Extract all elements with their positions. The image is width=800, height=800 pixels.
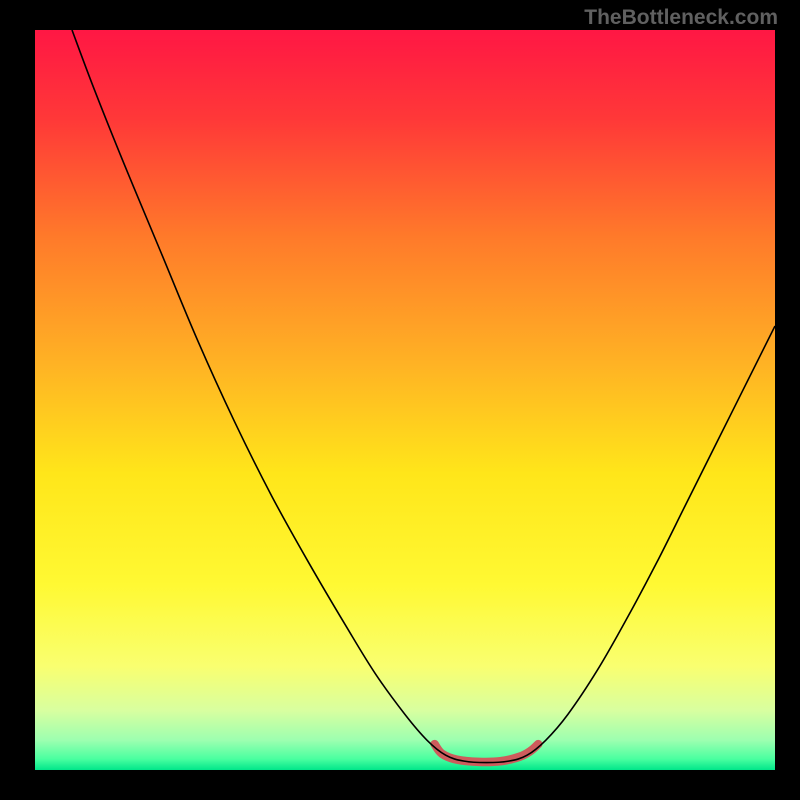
bottleneck-chart: TheBottleneck.com <box>0 0 800 800</box>
plot-area <box>35 30 775 770</box>
gradient-background <box>35 30 775 770</box>
chart-svg <box>35 30 775 770</box>
watermark-label: TheBottleneck.com <box>584 6 778 30</box>
